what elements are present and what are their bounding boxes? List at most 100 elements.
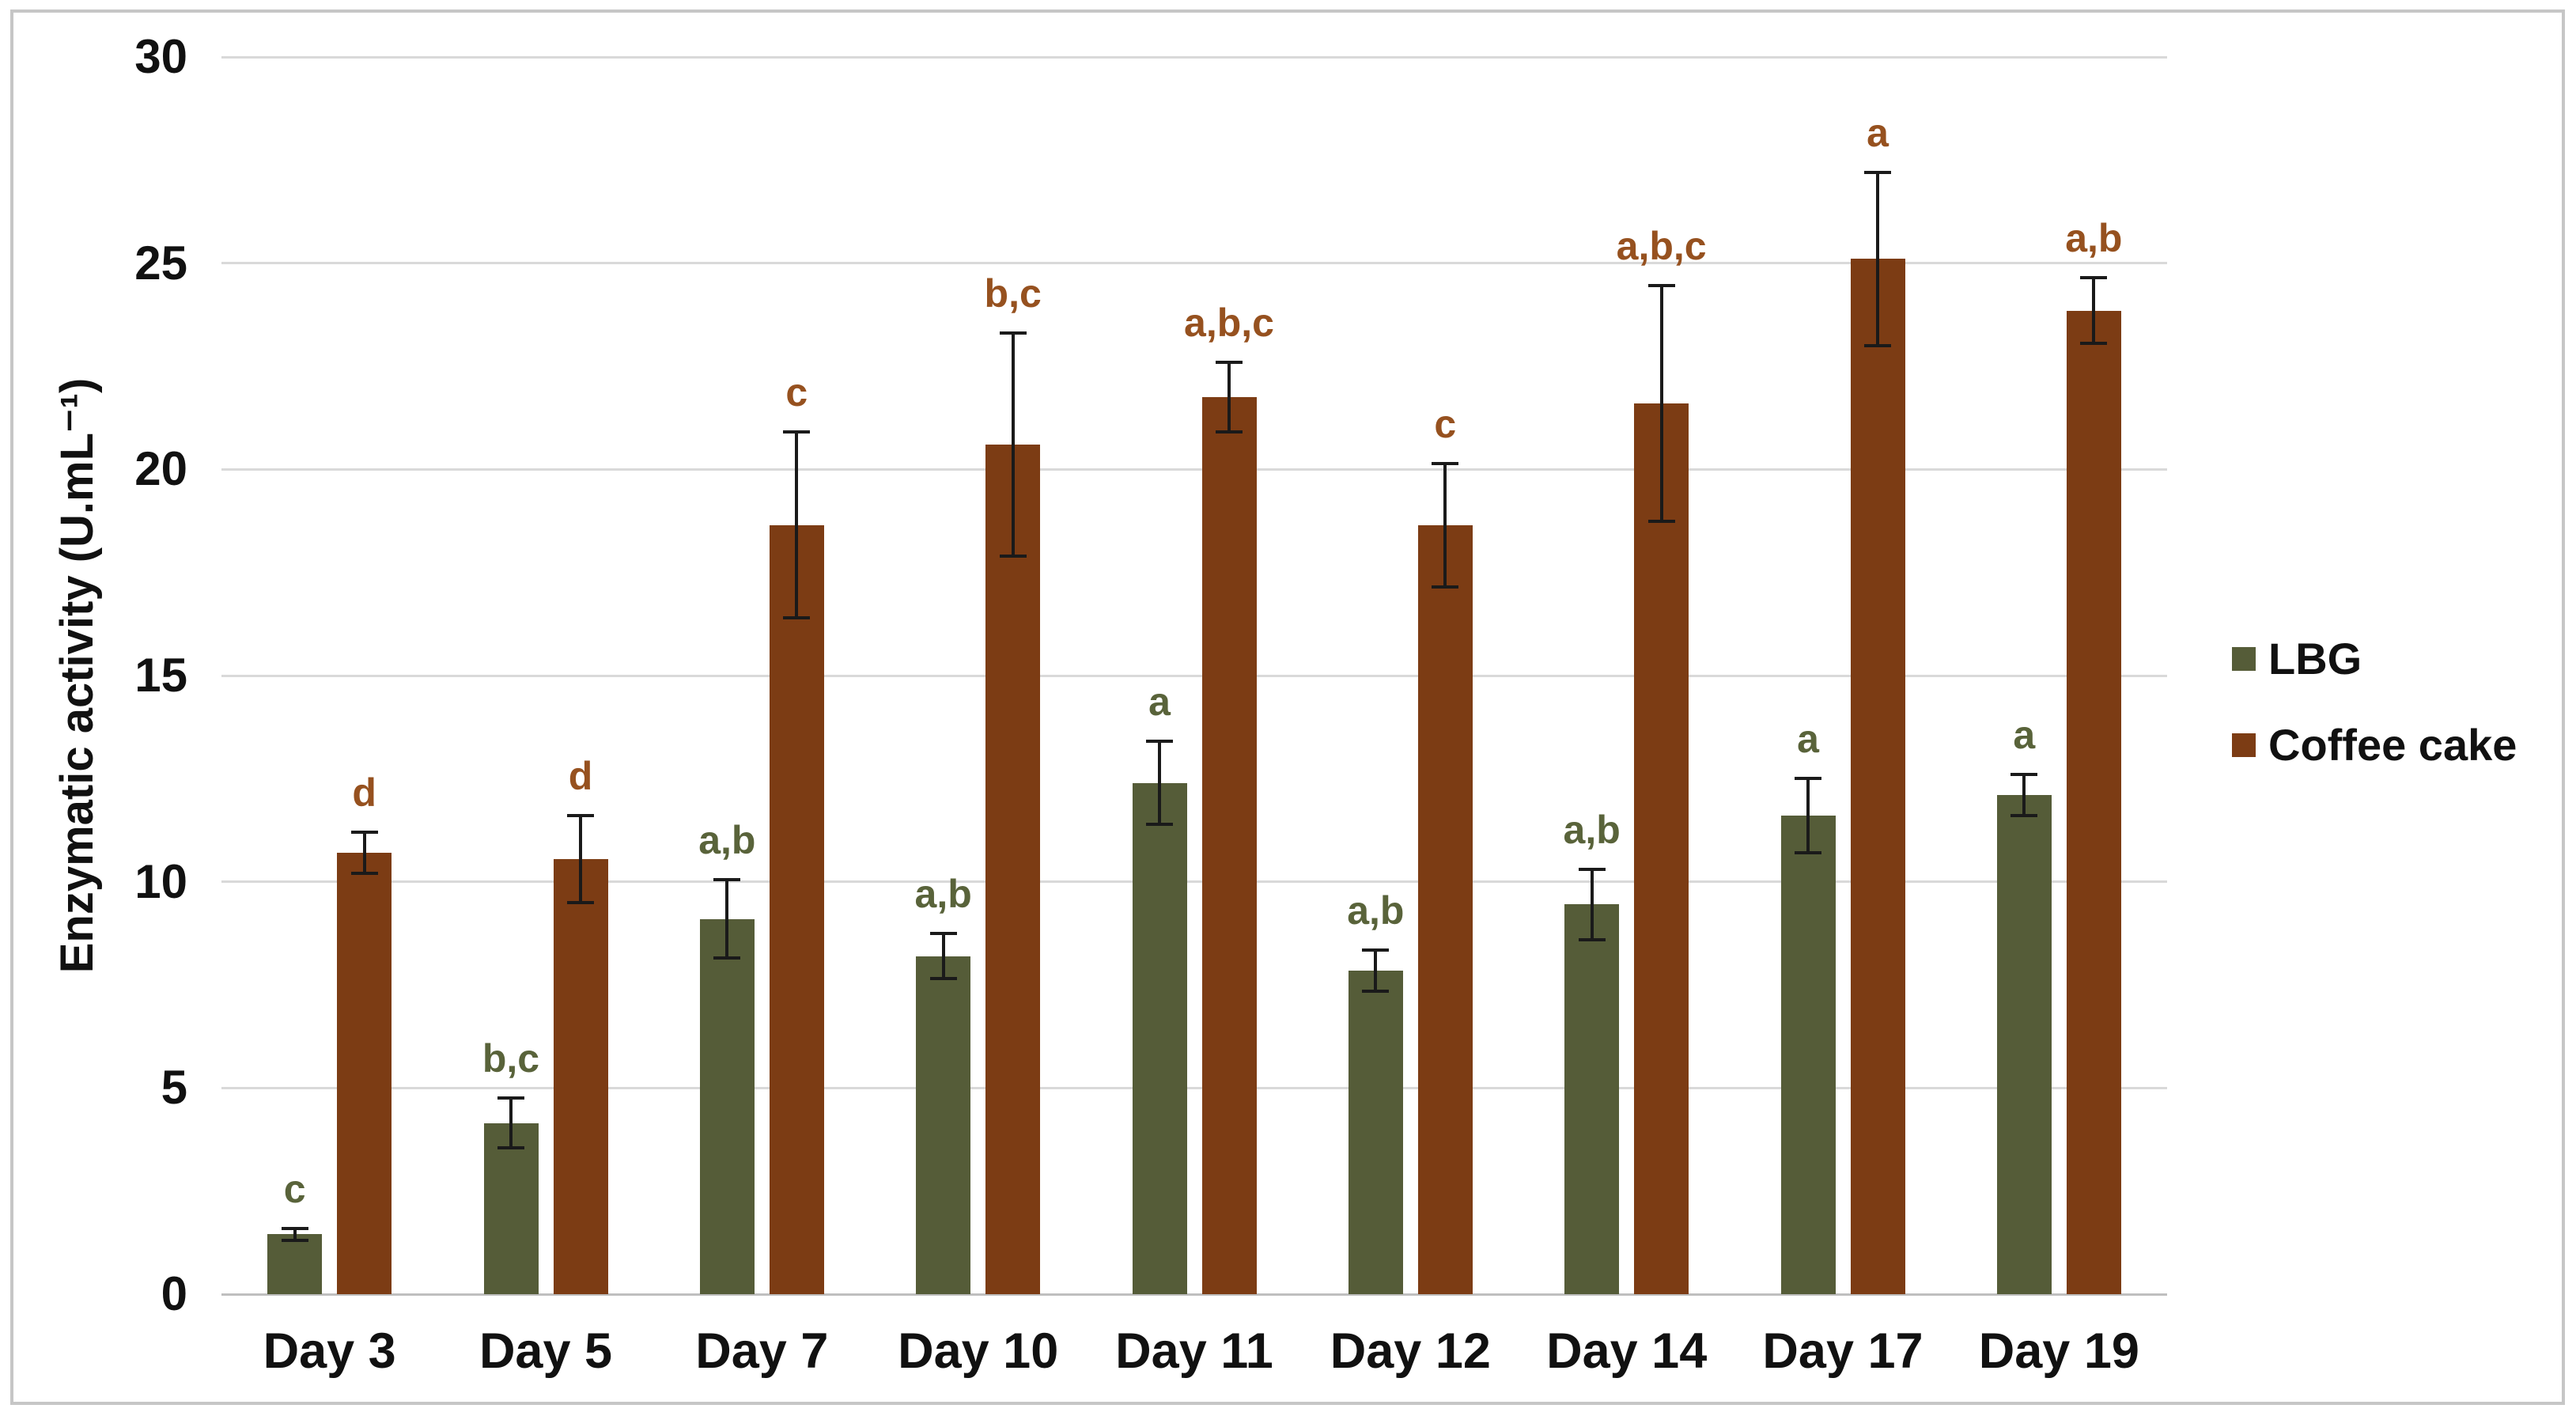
error-bar-cap-top-coffee-cake-day-7 [783,430,811,434]
error-bar-cap-top-lbg-day-14 [1578,868,1606,872]
error-bar-coffee-cake-day-5 [579,816,582,903]
significance-label-lbg-day-10: a,b [914,871,972,916]
error-bar-cap-top-coffee-cake-day-19 [2080,275,2108,279]
error-bar-cap-top-coffee-cake-day-5 [567,814,594,818]
significance-label-lbg-day-3: c [283,1166,306,1211]
legend: LBG Coffee cake [2232,633,2517,770]
bar-lbg-day-17 [1780,816,1836,1294]
significance-label-lbg-day-12: a,b [1347,888,1405,933]
error-bar-cap-bottom-coffee-cake-day-7 [783,616,811,620]
bar-coffee-cake-day-19 [2066,310,2121,1294]
error-bar-coffee-cake-day-3 [362,832,366,874]
significance-label-coffee-cake-day-19: a,b [2065,215,2123,260]
error-bar-cap-bottom-coffee-cake-day-12 [1432,585,1459,589]
error-bar-cap-bottom-coffee-cake-day-10 [999,554,1027,558]
error-bar-cap-top-coffee-cake-day-14 [1647,284,1675,288]
error-bar-cap-top-coffee-cake-day-10 [999,331,1027,335]
significance-label-lbg-day-19: a [2013,713,2036,758]
error-bar-cap-bottom-lbg-day-14 [1578,937,1606,941]
y-tick-label: 20 [134,442,187,496]
error-bar-lbg-day-10 [941,933,945,979]
y-tick-label: 15 [134,649,187,702]
x-tick-label: Day 5 [479,1323,613,1379]
error-bar-lbg-day-19 [2022,774,2026,816]
significance-label-lbg-day-11: a [1148,680,1171,725]
error-bar-cap-top-coffee-cake-day-12 [1432,461,1459,465]
bar-lbg-day-7 [699,918,755,1294]
bar-coffee-cake-day-7 [769,524,824,1294]
significance-label-coffee-cake-day-10: b,c [984,271,1042,316]
bar-lbg-day-12 [1348,970,1403,1294]
bar-lbg-day-19 [1996,795,2052,1294]
error-bar-cap-bottom-lbg-day-10 [929,977,957,981]
error-bar-cap-top-lbg-day-10 [929,931,957,935]
error-bar-cap-bottom-coffee-cake-day-19 [2080,342,2108,346]
y-tick-label: 30 [134,30,187,83]
gridline-20 [221,468,2167,471]
error-bar-cap-bottom-coffee-cake-day-3 [350,872,378,876]
bar-coffee-cake-day-10 [985,445,1041,1294]
x-tick-label: Day 3 [263,1323,396,1379]
significance-label-coffee-cake-day-11: a,b,c [1184,300,1274,345]
x-tick-label: Day 11 [1115,1323,1273,1379]
error-bar-cap-bottom-coffee-cake-day-17 [1864,343,1891,347]
legend-item-lbg: LBG [2232,633,2517,684]
x-tick-label: Day 7 [695,1323,829,1379]
bar-coffee-cake-day-17 [1850,259,1905,1294]
error-bar-cap-bottom-lbg-day-3 [281,1239,308,1243]
y-tick-label: 25 [134,236,187,290]
bar-lbg-day-3 [267,1234,323,1294]
error-bar-lbg-day-5 [509,1098,513,1148]
error-bar-cap-top-lbg-day-11 [1146,740,1173,744]
significance-label-lbg-day-5: b,c [482,1036,540,1081]
error-bar-cap-bottom-lbg-day-19 [2010,814,2038,818]
significance-label-coffee-cake-day-7: c [785,370,808,415]
error-bar-cap-top-lbg-day-5 [497,1096,524,1100]
error-bar-cap-bottom-coffee-cake-day-14 [1647,519,1675,523]
error-bar-cap-top-coffee-cake-day-11 [1216,360,1243,364]
coffee-cake-swatch-icon [2232,733,2256,757]
error-bar-coffee-cake-day-7 [795,432,799,618]
x-tick-label: Day 14 [1546,1323,1708,1379]
x-tick-label: Day 19 [1978,1323,2139,1379]
y-tick-label: 0 [161,1267,187,1320]
bar-coffee-cake-day-3 [337,853,392,1294]
error-bar-lbg-day-7 [725,880,729,959]
error-bar-cap-bottom-coffee-cake-day-5 [567,900,594,904]
bar-lbg-day-5 [483,1123,539,1294]
error-bar-coffee-cake-day-19 [2092,277,2096,344]
error-bar-lbg-day-17 [1806,778,1810,854]
bar-coffee-cake-day-12 [1417,524,1473,1294]
error-bar-coffee-cake-day-11 [1227,362,1231,433]
error-bar-lbg-day-14 [1590,869,1594,940]
significance-label-coffee-cake-day-5: d [568,754,593,799]
gridline-5 [221,1086,2167,1089]
bar-lbg-day-10 [916,956,971,1294]
error-bar-cap-bottom-lbg-day-11 [1146,822,1173,826]
error-bar-cap-bottom-lbg-day-7 [713,956,741,960]
error-bar-cap-top-lbg-day-3 [281,1226,308,1230]
bar-lbg-day-14 [1564,904,1620,1294]
gridline-0 [221,1293,2167,1296]
error-bar-lbg-day-11 [1158,741,1161,824]
legend-item-coffee-cake: Coffee cake [2232,719,2517,770]
significance-label-lbg-day-14: a,b [1563,808,1621,853]
error-bar-cap-top-lbg-day-7 [713,878,741,882]
bar-coffee-cake-day-11 [1201,397,1257,1294]
gridline-10 [221,880,2167,884]
error-bar-cap-bottom-lbg-day-5 [497,1145,524,1149]
significance-label-coffee-cake-day-17: a [1867,110,1889,155]
gridline-30 [221,55,2167,59]
x-tick-label: Day 12 [1330,1323,1491,1379]
legend-label-lbg: LBG [2268,634,2362,683]
error-bar-coffee-cake-day-17 [1876,172,1879,346]
error-bar-cap-top-lbg-day-12 [1362,948,1390,952]
error-bar-coffee-cake-day-12 [1443,463,1447,587]
error-bar-coffee-cake-day-10 [1011,333,1015,556]
significance-label-lbg-day-7: a,b [698,818,756,863]
error-bar-cap-top-coffee-cake-day-17 [1864,170,1891,174]
significance-label-coffee-cake-day-12: c [1434,401,1457,446]
lbg-swatch-icon [2232,646,2256,671]
significance-label-coffee-cake-day-14: a,b,c [1616,224,1707,269]
